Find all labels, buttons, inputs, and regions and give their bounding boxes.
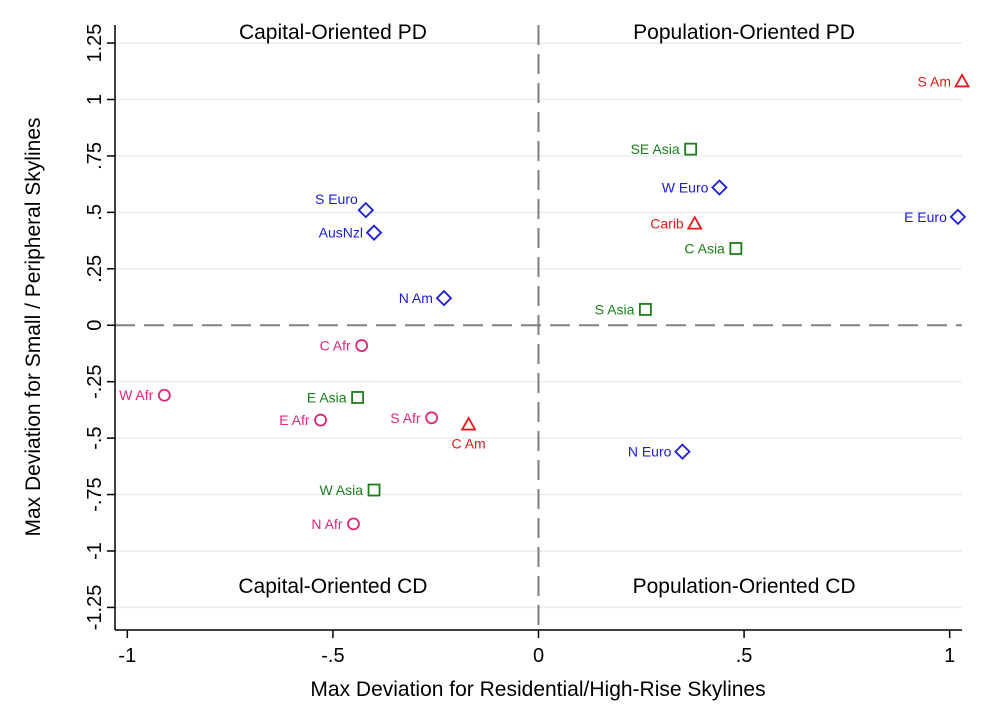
y-axis-title: Max Deviation for Small / Peripheral Sky… xyxy=(22,118,45,537)
x-ticks: -1 -.5 0 .5 1 xyxy=(118,630,955,667)
data-point: N Euro xyxy=(628,443,691,460)
data-point: AusNzl xyxy=(319,224,383,241)
y-tick-label: -.5 xyxy=(84,426,106,449)
y-tick-label: -1 xyxy=(84,542,106,560)
point-label: AusNzl xyxy=(319,225,363,241)
point-label: N Euro xyxy=(628,444,672,460)
square-marker xyxy=(367,483,381,497)
data-point: S Am xyxy=(918,73,971,89)
x-tick-label: .5 xyxy=(736,645,753,667)
point-label: S Afr xyxy=(390,410,421,426)
point-label: SE Asia xyxy=(631,141,680,157)
point-label: E Euro xyxy=(904,209,947,225)
point-label: W Afr xyxy=(119,387,154,403)
diamond-marker xyxy=(949,208,967,226)
data-point: S Afr xyxy=(390,410,438,426)
data-point: S Euro xyxy=(315,191,375,219)
data-point: E Asia xyxy=(307,389,364,405)
data-point: E Euro xyxy=(904,208,967,226)
quadrant-label: Capital-Oriented PD xyxy=(239,21,427,44)
y-tick-label: -.25 xyxy=(84,364,106,398)
point-label: S Euro xyxy=(315,191,358,207)
square-marker xyxy=(684,142,698,156)
y-tick-label: .5 xyxy=(84,204,106,221)
quadrant-labels: Capital-Oriented PD Population-Oriented P… xyxy=(238,21,855,598)
circle-marker xyxy=(425,411,438,425)
x-tick-label: 1 xyxy=(944,645,955,667)
quadrant-label: Capital-Oriented CD xyxy=(238,575,427,598)
square-marker xyxy=(351,391,364,404)
y-tick-label: 0 xyxy=(84,320,106,331)
point-label: S Am xyxy=(918,73,951,89)
circle-marker xyxy=(157,388,171,402)
point-label: N Am xyxy=(399,290,433,306)
point-label: C Am xyxy=(451,436,485,452)
x-tick-label: 0 xyxy=(533,645,544,667)
square-marker xyxy=(639,303,652,316)
data-point: N Afr xyxy=(311,516,360,532)
data-point: Carib xyxy=(650,215,703,232)
point-label: W Euro xyxy=(662,180,709,196)
data-point: N Am xyxy=(399,289,453,307)
data-point: W Asia xyxy=(319,482,381,498)
square-marker xyxy=(729,242,743,255)
diamond-marker xyxy=(711,179,728,196)
triangle-marker xyxy=(460,416,477,431)
circle-marker xyxy=(355,339,369,352)
data-point: W Euro xyxy=(662,179,728,196)
data-point: C Am xyxy=(451,416,486,452)
circle-marker xyxy=(314,413,327,427)
data-point: E Afr xyxy=(279,412,327,428)
x-axis-title: Max Deviation for Residential/High-Rise … xyxy=(310,678,765,701)
point-label: E Asia xyxy=(307,389,347,405)
diamond-marker xyxy=(435,289,453,307)
y-tick-label: 1 xyxy=(84,94,106,105)
diamond-marker xyxy=(674,443,691,460)
data-point: W Afr xyxy=(119,387,171,403)
y-tick-label: -1.25 xyxy=(84,585,106,631)
triangle-marker xyxy=(953,73,971,88)
point-label: W Asia xyxy=(319,482,363,498)
diamond-marker xyxy=(357,201,375,219)
data-point: SE Asia xyxy=(631,141,698,157)
y-tick-label: .75 xyxy=(84,142,106,170)
diamond-marker xyxy=(365,224,383,241)
point-label: E Afr xyxy=(279,412,310,428)
y-tick-label: .25 xyxy=(84,255,106,283)
point-label: C Afr xyxy=(320,338,351,354)
circle-marker xyxy=(347,517,360,531)
reference-lines xyxy=(115,25,962,630)
y-tick-label: 1.25 xyxy=(84,24,106,63)
point-label: C Asia xyxy=(684,240,725,256)
point-label: S Asia xyxy=(595,301,635,317)
y-tick-label: -.75 xyxy=(84,477,106,511)
data-point: C Asia xyxy=(684,240,743,256)
quadrant-label: Population-Oriented CD xyxy=(633,575,856,598)
y-ticks: -1.25 -1 -.75 -.5 -.25 0 .25 .5 .75 1 1.25 xyxy=(84,24,115,631)
point-label: Carib xyxy=(650,216,684,232)
data-point: C Afr xyxy=(320,338,369,354)
point-label: N Afr xyxy=(311,516,342,532)
data-point: S Asia xyxy=(595,301,652,317)
quadrant-label: Population-Oriented PD xyxy=(633,21,855,44)
x-tick-label: -1 xyxy=(118,645,136,667)
x-tick-label: -.5 xyxy=(321,645,344,667)
triangle-marker xyxy=(686,215,703,230)
